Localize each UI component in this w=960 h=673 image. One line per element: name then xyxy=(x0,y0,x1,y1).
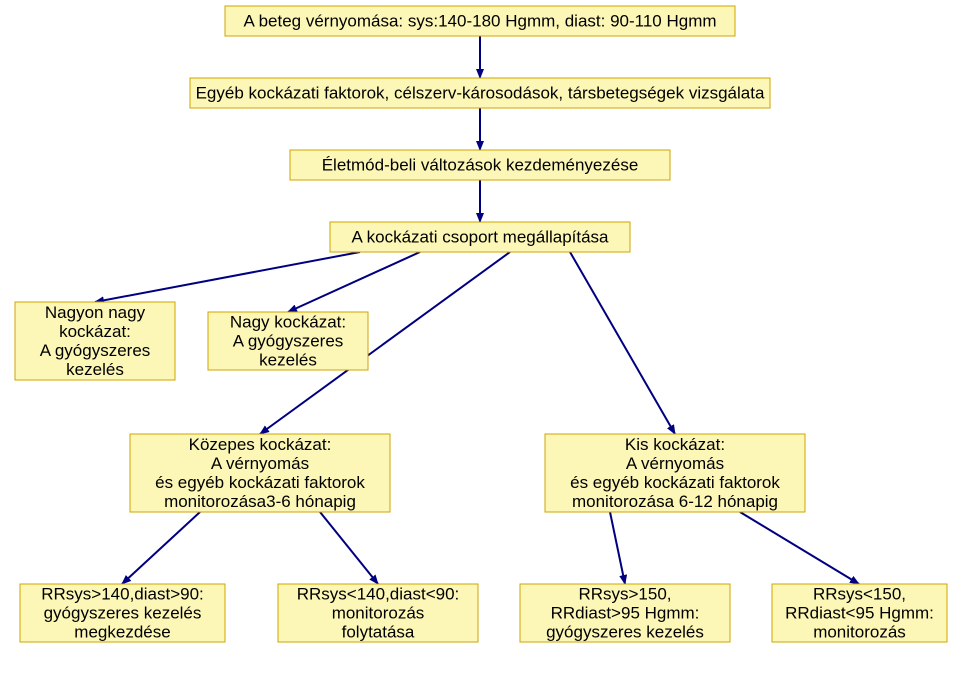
nodes-layer: A beteg vérnyomása: sys:140-180 Hgmm, di… xyxy=(15,6,947,642)
edge-10 xyxy=(740,512,859,584)
node-label-n10-line0: RRsys<140,diast<90: xyxy=(297,584,460,603)
node-n12: RRsys<150,RRdiast<95 Hgmm:monitorozás xyxy=(772,584,947,642)
edge-9 xyxy=(610,512,625,584)
node-n1: A beteg vérnyomása: sys:140-180 Hgmm, di… xyxy=(225,6,735,36)
edge-8 xyxy=(320,512,378,584)
node-label-n1-line0: A beteg vérnyomása: sys:140-180 Hgmm, di… xyxy=(243,11,716,30)
node-label-n11-line2: gyógyszeres kezelés xyxy=(546,623,704,642)
node-label-n12-line2: monitorozás xyxy=(813,623,906,642)
node-label-n8-line2: és egyéb kockázati faktorok xyxy=(570,473,780,492)
node-label-n5-line2: A gyógyszeres xyxy=(40,341,151,360)
node-n7: Közepes kockázat:A vérnyomásés egyéb koc… xyxy=(130,434,390,512)
node-n9: RRsys>140,diast>90:gyógyszeres kezelésme… xyxy=(20,584,225,642)
node-label-n12-line0: RRsys<150, xyxy=(813,584,906,603)
node-label-n10-line1: monitorozás xyxy=(332,603,425,622)
node-label-n9-line2: megkezdése xyxy=(74,623,170,642)
edge-6 xyxy=(570,252,675,434)
node-label-n5-line1: kockázat: xyxy=(59,322,131,341)
node-label-n4-line0: A kockázati csoport megállapítása xyxy=(351,227,609,246)
node-n8: Kis kockázat:A vérnyomásés egyéb kockáza… xyxy=(545,434,805,512)
node-n5: Nagyon nagykockázat:A gyógyszereskezelés xyxy=(15,302,175,380)
node-label-n6-line1: A gyógyszeres xyxy=(233,331,344,350)
node-label-n7-line0: Közepes kockázat: xyxy=(189,435,332,454)
flowchart-canvas: A beteg vérnyomása: sys:140-180 Hgmm, di… xyxy=(0,0,960,673)
node-label-n5-line0: Nagyon nagy xyxy=(45,303,146,322)
edge-7 xyxy=(122,512,200,584)
node-label-n6-line0: Nagy kockázat: xyxy=(230,312,346,331)
node-label-n8-line0: Kis kockázat: xyxy=(625,435,725,454)
node-label-n12-line1: RRdiast<95 Hgmm: xyxy=(785,603,934,622)
node-label-n5-line3: kezelés xyxy=(66,360,124,379)
node-label-n9-line1: gyógyszeres kezelés xyxy=(44,603,202,622)
node-label-n11-line0: RRsys>150, xyxy=(578,584,671,603)
node-n10: RRsys<140,diast<90:monitorozásfolytatása xyxy=(278,584,478,642)
node-label-n3-line0: Életmód-beli változások kezdeményezése xyxy=(322,155,639,174)
node-n2: Egyéb kockázati faktorok, célszerv-káros… xyxy=(190,78,770,108)
edge-3 xyxy=(95,252,360,302)
node-label-n9-line0: RRsys>140,diast>90: xyxy=(41,584,204,603)
node-label-n6-line2: kezelés xyxy=(259,351,317,370)
node-n4: A kockázati csoport megállapítása xyxy=(330,222,630,252)
node-n3: Életmód-beli változások kezdeményezése xyxy=(290,150,670,180)
node-label-n7-line3: monitorozása3-6 hónapig xyxy=(164,492,356,511)
node-label-n7-line2: és egyéb kockázati faktorok xyxy=(155,473,365,492)
node-label-n7-line1: A vérnyomás xyxy=(211,454,309,473)
node-label-n2-line0: Egyéb kockázati faktorok, célszerv-káros… xyxy=(196,83,765,102)
node-label-n11-line1: RRdiast>95 Hgmm: xyxy=(551,603,700,622)
node-n11: RRsys>150,RRdiast>95 Hgmm:gyógyszeres ke… xyxy=(520,584,730,642)
node-n6: Nagy kockázat:A gyógyszereskezelés xyxy=(208,312,368,370)
node-label-n8-line1: A vérnyomás xyxy=(626,454,724,473)
node-label-n8-line3: monitorozása 6-12 hónapig xyxy=(572,492,778,511)
node-label-n10-line2: folytatása xyxy=(342,623,415,642)
